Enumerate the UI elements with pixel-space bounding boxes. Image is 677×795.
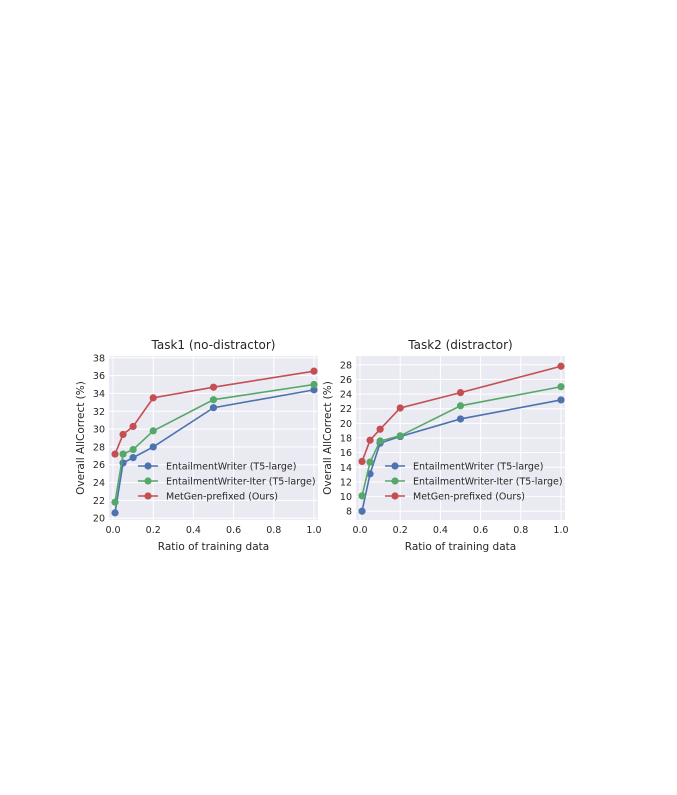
data-point [557, 396, 565, 404]
data-point [376, 425, 384, 433]
data-point [310, 367, 318, 375]
legend-label: EntailmentWriter-Iter (T5-large) [413, 477, 563, 488]
y-tick-label: 10 [340, 492, 352, 503]
series-line [114, 383, 315, 503]
x-tick-label: 0.6 [226, 525, 241, 536]
y-tick-label: 20 [340, 419, 352, 430]
y-tick-label: 18 [340, 434, 352, 445]
series-line [361, 399, 562, 512]
legend-label: EntailmentWriter (T5-large) [413, 462, 543, 473]
data-point [149, 443, 157, 451]
y-tick-label: 8 [346, 507, 352, 518]
data-point [396, 404, 404, 412]
y-tick-label: 36 [93, 371, 105, 382]
data-point [129, 445, 137, 454]
plot-area [109, 356, 318, 520]
legend: EntailmentWriter (T5-large) EntailmentWri… [138, 462, 316, 503]
data-point [119, 450, 127, 458]
y-tick-label: 26 [340, 375, 352, 386]
y-axis-label: Overall AllCorrect (%) [322, 381, 334, 495]
y-tick-label: 34 [93, 389, 105, 400]
x-tick-label: 0.2 [393, 525, 408, 536]
legend: EntailmentWriter (T5-large) EntailmentWri… [385, 462, 563, 503]
chart-title: Task2 (distractor) [407, 338, 512, 352]
y-tick-label: 22 [340, 404, 352, 415]
data-point [358, 457, 366, 466]
data-point [209, 404, 218, 412]
data-point [557, 362, 565, 370]
legend-marker [391, 477, 399, 485]
y-tick-label: 20 [93, 514, 105, 525]
data-point [119, 430, 127, 439]
legend-marker [391, 462, 399, 470]
y-tick-label: 24 [340, 390, 352, 401]
legend-label: EntailmentWriter-Iter (T5-large) [166, 477, 316, 488]
legend-label: EntailmentWriter (T5-large) [166, 462, 296, 473]
data-point [358, 492, 366, 500]
y-tick-label: 28 [340, 360, 352, 371]
y-tick-label: 32 [93, 407, 105, 418]
y-tick-label: 38 [93, 353, 105, 364]
legend-marker [391, 492, 399, 500]
legend-marker [144, 492, 152, 500]
x-tick-label: 0.0 [105, 525, 120, 536]
y-tick-label: 28 [93, 442, 105, 453]
data-point [209, 396, 218, 404]
x-tick-label: 0.0 [352, 525, 367, 536]
legend-label: MetGen-prefixed (Ours) [166, 492, 278, 503]
data-point [366, 436, 374, 444]
data-point [456, 402, 465, 410]
chart-title: Task1 (no-distractor) [151, 338, 276, 352]
x-axis-label: Ratio of training data [158, 541, 269, 553]
data-point [456, 415, 465, 423]
chart-task2: 0.0 0.2 0.4 0.6 0.8 1.0 8 10 12 14 16 18 20 22 24 26 28 T… [322, 338, 569, 553]
data-point [149, 394, 157, 402]
x-tick-label: 0.6 [473, 525, 488, 536]
y-tick-label: 14 [340, 463, 352, 474]
data-point [111, 450, 119, 458]
x-tick-label: 0.8 [513, 525, 528, 536]
data-point [456, 389, 465, 397]
data-point [557, 383, 565, 391]
y-tick-label: 22 [93, 496, 105, 507]
y-tick-label: 24 [93, 478, 105, 489]
x-tick-label: 1.0 [553, 525, 568, 536]
series-line [361, 365, 562, 462]
x-tick-label: 1.0 [306, 525, 321, 536]
y-tick-label: 30 [93, 425, 105, 436]
legend-marker [144, 462, 152, 470]
data-point [129, 422, 137, 431]
chart-task1: 0.0 0.2 0.4 0.6 0.8 1.0 20 22 24 26 28 30 32 34 36 38 Ta… [75, 338, 322, 553]
y-axis-label: Overall AllCorrect (%) [75, 381, 87, 495]
x-tick-label: 0.4 [433, 525, 448, 536]
data-point [129, 454, 137, 462]
data-point [358, 507, 366, 515]
data-point [149, 427, 157, 435]
series-line [114, 389, 315, 513]
data-point [111, 509, 119, 517]
x-tick-label: 0.8 [266, 525, 281, 536]
data-point [111, 498, 119, 506]
y-tick-label: 26 [93, 460, 105, 471]
x-tick-label: 0.4 [186, 525, 201, 536]
data-point [310, 386, 318, 394]
x-axis-label: Ratio of training data [405, 541, 516, 553]
legend-label: MetGen-prefixed (Ours) [413, 492, 525, 503]
y-tick-label: 16 [340, 448, 352, 459]
data-point [209, 383, 218, 391]
series-line [361, 385, 562, 497]
data-point [310, 380, 318, 389]
data-point [376, 437, 384, 445]
legend-marker [144, 477, 152, 485]
data-point [366, 458, 374, 466]
x-tick-label: 0.2 [146, 525, 161, 536]
y-tick-label: 12 [340, 477, 352, 488]
data-point [396, 432, 404, 440]
